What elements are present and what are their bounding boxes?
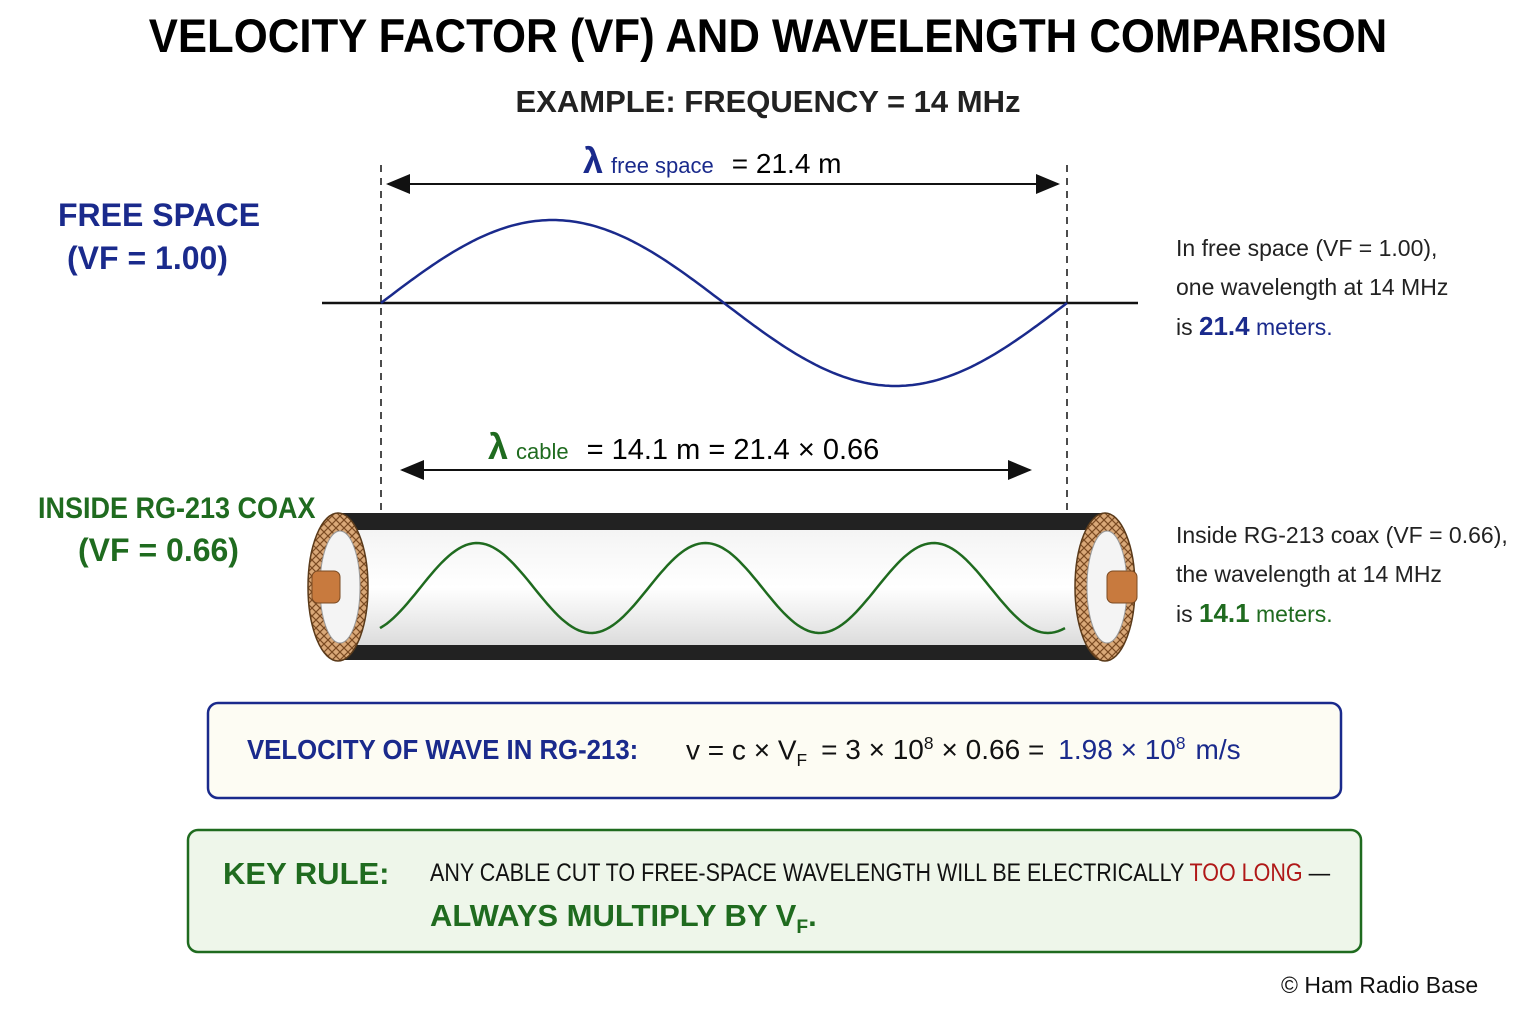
lambda-subscript: free space [611, 153, 714, 178]
key-rule-emphasis: ALWAYS MULTIPLY BY VF. [430, 898, 817, 939]
free-space-lambda: λ free space = 21.4 m [583, 140, 842, 182]
cable-lambda: λ cable = 14.1 m = 21.4 × 0.66 [488, 426, 879, 468]
velocity-formula: v = c × VF = 3 × 108 × 0.66 = 1.98 × 108 m/s [686, 733, 1241, 771]
free-space-wave [380, 218, 1068, 388]
note-line: one wavelength at 14 MHz [1176, 274, 1449, 300]
free-space-label: FREE SPACE [58, 197, 261, 233]
lambda-subscript: cable [516, 439, 569, 464]
lambda-value: = 14.1 m = 21.4 × 0.66 [586, 434, 880, 466]
key-rule-text: ANY CABLE CUT TO FREE-SPACE WAVELENGTH W… [430, 859, 1330, 888]
velocity-box [206, 701, 1343, 800]
note-line: is 14.1 meters. [1176, 594, 1508, 634]
cable-wave [379, 541, 1066, 635]
rule-highlight: TOO LONG [1189, 859, 1303, 887]
velocity-label: VELOCITY OF WAVE IN RG-213: [247, 734, 639, 765]
lambda-value: = 21.4 m [731, 148, 842, 179]
note-line: the wavelength at 14 MHz [1176, 561, 1442, 587]
lambda-symbol: λ [583, 140, 604, 181]
subtitle: EXAMPLE: FREQUENCY = 14 MHz [515, 84, 1021, 119]
key-rule-box [186, 828, 1363, 954]
title: VELOCITY FACTOR (VF) AND WAVELENGTH COMP… [148, 9, 1388, 62]
note-unit: meters. [1256, 601, 1333, 627]
cable-dielectric [335, 530, 1105, 645]
rule-dash: — [1308, 859, 1331, 887]
formula-part: v = c × V [686, 734, 797, 766]
note-value: 21.4 [1199, 311, 1250, 341]
cable-end-left [307, 512, 369, 662]
rule-text: ANY CABLE CUT TO FREE-SPACE WAVELENGTH W… [430, 859, 1184, 887]
formula-sub: F [796, 749, 808, 770]
lambda-symbol: λ [488, 426, 509, 467]
formula-part: m/s [1195, 734, 1241, 766]
rule-period: . [808, 898, 817, 933]
formula-sup: 8 [923, 733, 934, 753]
note-line: In free space (VF = 1.00), [1176, 235, 1438, 261]
formula-sup: 8 [1175, 733, 1186, 753]
key-rule-label: KEY RULE: [223, 856, 390, 891]
formula-part: = 3 × 10 [821, 734, 924, 766]
coax-label: INSIDE RG-213 COAX [38, 492, 316, 525]
note-unit: meters. [1256, 314, 1333, 340]
note-text: is [1176, 601, 1193, 627]
rule-sub: F [796, 917, 809, 939]
coax-note: Inside RG-213 coax (VF = 0.66), the wave… [1176, 516, 1508, 634]
cable-end-right [1074, 512, 1138, 662]
free-space-note: In free space (VF = 1.00), one wavelengt… [1176, 229, 1448, 347]
footer: © Ham Radio Base [1281, 972, 1479, 998]
rule-emphasis: ALWAYS MULTIPLY BY V [430, 898, 797, 933]
formula-part: 1.98 × 10 [1058, 734, 1176, 766]
note-line: is 21.4 meters. [1176, 307, 1448, 347]
coax-vf: (VF = 0.66) [78, 532, 239, 568]
note-line: Inside RG-213 coax (VF = 0.66), [1176, 522, 1508, 548]
free-space-vf: (VF = 1.00) [67, 240, 228, 276]
note-text: is [1176, 314, 1193, 340]
note-value: 14.1 [1199, 598, 1250, 628]
formula-part: × 0.66 = [941, 734, 1045, 766]
